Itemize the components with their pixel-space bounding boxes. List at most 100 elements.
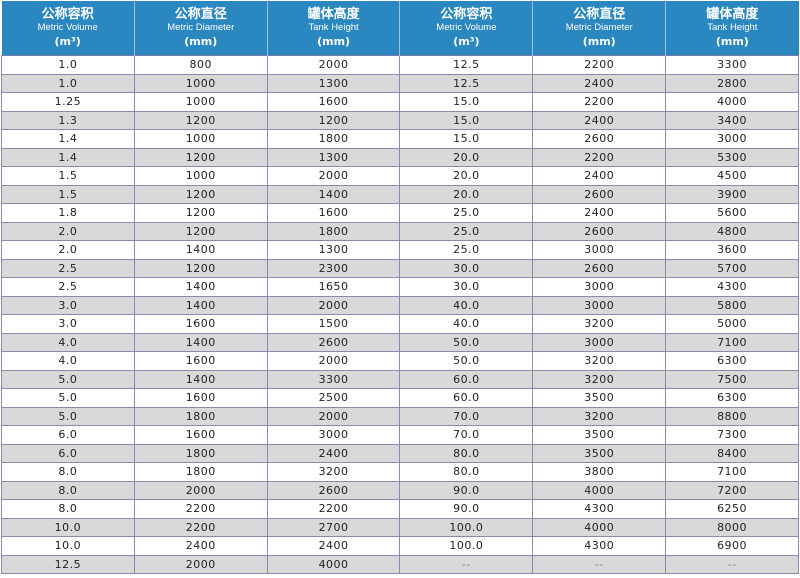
cell-diameter: 1400 — [133, 332, 268, 352]
cell-diameter-2: 4300 — [532, 536, 667, 556]
cell-volume: 2.5 — [1, 258, 135, 278]
cell-volume: 8.0 — [1, 499, 135, 519]
cell-volume-2: 80.0 — [399, 443, 534, 463]
table-row: 10.0 2200 2700 100.0 4000 8000 — [1, 517, 799, 537]
cell-height: 2200 — [266, 499, 401, 519]
cell-diameter: 1600 — [133, 425, 268, 445]
table-row: 1.25 1000 1600 15.0 2200 4000 — [1, 92, 799, 112]
cell-volume: 10.0 — [1, 517, 135, 537]
cell-volume: 2.5 — [1, 277, 135, 297]
cell-diameter-2: 2600 — [532, 221, 667, 241]
table-row: 5.0 1800 2000 70.0 3200 8800 — [1, 406, 799, 426]
cell-height-2: 6300 — [665, 351, 799, 371]
cell-height: 2500 — [266, 388, 401, 408]
cell-volume: 3.0 — [1, 295, 135, 315]
table-row: 1.8 1200 1600 25.0 2400 5600 — [1, 203, 799, 223]
cell-height: 1400 — [266, 184, 401, 204]
cell-volume: 5.0 — [1, 388, 135, 408]
table-row: 6.0 1600 3000 70.0 3500 7300 — [1, 425, 799, 445]
cell-volume: 1.8 — [1, 203, 135, 223]
table-row: 4.0 1600 2000 50.0 3200 6300 — [1, 351, 799, 371]
header-en: Metric Volume — [37, 21, 98, 33]
cell-height: 1800 — [266, 129, 401, 149]
cell-height-2: 7300 — [665, 425, 799, 445]
cell-volume: 4.0 — [1, 351, 135, 371]
cell-volume-2: 25.0 — [399, 221, 534, 241]
cell-volume: 2.0 — [1, 221, 135, 241]
table-row: 2.0 1400 1300 25.0 3000 3600 — [1, 240, 799, 260]
table-row: 1.4 1200 1300 20.0 2200 5300 — [1, 147, 799, 167]
header-en: Tank Height — [308, 21, 359, 33]
cell-diameter: 1000 — [133, 129, 268, 149]
cell-height: 2700 — [266, 517, 401, 537]
column-header-volume: 公称容积 Metric Volume (m³) — [1, 1, 135, 56]
cell-diameter: 1600 — [133, 388, 268, 408]
cell-diameter: 1400 — [133, 277, 268, 297]
cell-height: 2400 — [266, 443, 401, 463]
cell-volume-2: 60.0 — [399, 369, 534, 389]
cell-height-2: 3300 — [665, 55, 799, 75]
table-row: 2.5 1200 2300 30.0 2600 5700 — [1, 258, 799, 278]
cell-volume-2: 50.0 — [399, 332, 534, 352]
cell-diameter-2: 3000 — [532, 240, 667, 260]
cell-diameter-2: 3200 — [532, 314, 667, 334]
table-row: 1.0 1000 1300 12.5 2400 2800 — [1, 73, 799, 93]
cell-volume-2: 40.0 — [399, 295, 534, 315]
cell-diameter: 1000 — [133, 166, 268, 186]
cell-height-2: 4500 — [665, 166, 799, 186]
cell-height-2: 4000 — [665, 92, 799, 112]
cell-height: 2400 — [266, 536, 401, 556]
header-zh: 公称直径 — [174, 6, 227, 22]
table-row: 1.5 1000 2000 20.0 2400 4500 — [1, 166, 799, 186]
cell-volume-2: 25.0 — [399, 203, 534, 223]
cell-diameter-2: 3500 — [532, 425, 667, 445]
cell-volume-2: 60.0 — [399, 388, 534, 408]
cell-height-2: 6900 — [665, 536, 799, 556]
cell-height-2: 8800 — [665, 406, 799, 426]
cell-height-2: 7500 — [665, 369, 799, 389]
cell-volume-2: 100.0 — [399, 517, 534, 537]
cell-volume-2: 25.0 — [399, 240, 534, 260]
cell-volume-2: 50.0 — [399, 351, 534, 371]
cell-diameter: 1600 — [133, 314, 268, 334]
table-row: 1.4 1000 1800 15.0 2600 3000 — [1, 129, 799, 149]
table-row: 1.5 1200 1400 20.0 2600 3900 — [1, 184, 799, 204]
cell-diameter: 1800 — [133, 406, 268, 426]
cell-volume: 8.0 — [1, 480, 135, 500]
table-row: 1.3 1200 1200 15.0 2400 3400 — [1, 110, 799, 130]
cell-diameter: 1400 — [133, 240, 268, 260]
cell-height: 2600 — [266, 332, 401, 352]
cell-height-2: 3900 — [665, 184, 799, 204]
header-en: Metric Diameter — [565, 21, 633, 33]
cell-volume-2: 15.0 — [399, 92, 534, 112]
cell-diameter: 1000 — [133, 92, 268, 112]
cell-volume: 1.4 — [1, 129, 135, 149]
header-row: 公称容积 Metric Volume (m³) 公称直径 Metric Diameter… — [1, 1, 799, 56]
cell-diameter: 1800 — [133, 462, 268, 482]
table-row: 3.0 1400 2000 40.0 3000 5800 — [1, 295, 799, 315]
cell-diameter: 1200 — [133, 147, 268, 167]
header-unit: (mm) — [715, 34, 749, 48]
cell-volume-2: 20.0 — [399, 166, 534, 186]
cell-diameter-2: 3500 — [532, 443, 667, 463]
cell-diameter-2: 3800 — [532, 462, 667, 482]
table-row: 6.0 1800 2400 80.0 3500 8400 — [1, 443, 799, 463]
column-header-volume-2: 公称容积 Metric Volume (m³) — [399, 1, 534, 56]
cell-volume-2: 70.0 — [399, 406, 534, 426]
cell-volume: 10.0 — [1, 536, 135, 556]
cell-volume: 3.0 — [1, 314, 135, 334]
cell-volume: 2.0 — [1, 240, 135, 260]
table-row: 8.0 2000 2600 90.0 4000 7200 — [1, 480, 799, 500]
cell-height-2: 6250 — [665, 499, 799, 519]
cell-volume: 6.0 — [1, 443, 135, 463]
cell-volume-2: 12.5 — [399, 55, 534, 75]
cell-height-2: 3400 — [665, 110, 799, 130]
cell-diameter: 1000 — [133, 73, 268, 93]
cell-volume-2: 12.5 — [399, 73, 534, 93]
cell-height: 1300 — [266, 240, 401, 260]
cell-volume: 1.3 — [1, 110, 135, 130]
cell-volume: 4.0 — [1, 332, 135, 352]
cell-volume-2: 90.0 — [399, 480, 534, 500]
cell-volume-2: 90.0 — [399, 499, 534, 519]
